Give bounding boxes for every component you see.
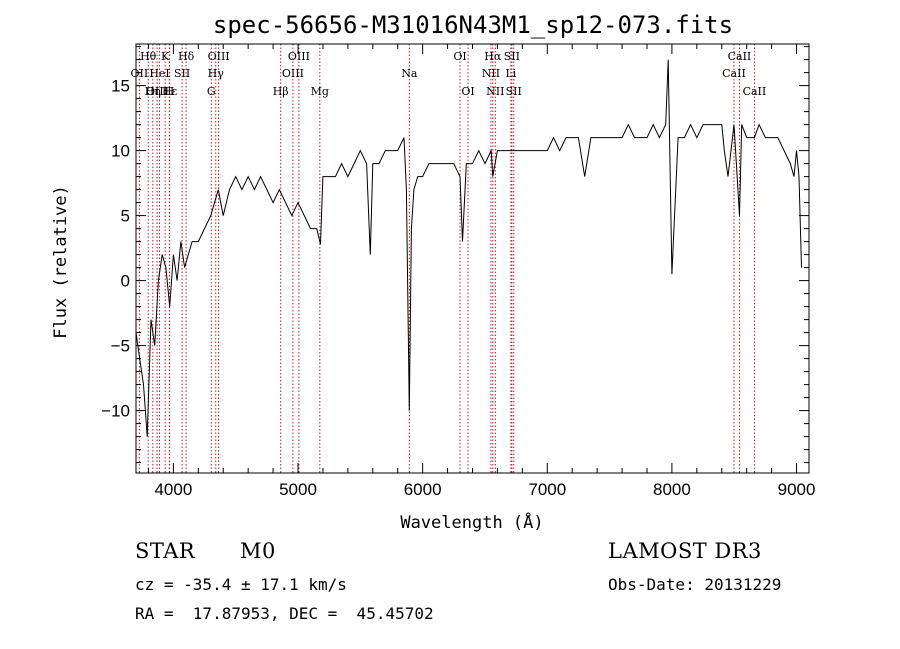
spectral-line-label: OIII (146, 85, 168, 98)
spectral-line-label: Hβ (273, 85, 289, 98)
plot-frame (135, 43, 810, 474)
y-tick-label: 10 (111, 142, 130, 161)
spectral-line-label: H (165, 85, 175, 98)
object-subclass: M0 (240, 539, 276, 563)
spectral-line-label: G (207, 85, 216, 98)
observation-date: Obs-Date: 20131229 (608, 575, 782, 594)
x-tick-label: 8000 (653, 480, 691, 499)
object-class: STAR (135, 539, 196, 563)
spectrum-chart: spec-56656-M31016N43M1_sp12-073.fits Hθ O… (51, 11, 816, 533)
spectral-line-label: CaII (743, 85, 767, 98)
y-tick-label: 5 (121, 207, 130, 226)
x-tick-label: 6000 (404, 480, 442, 499)
spectral-line-label: Hγ (208, 67, 225, 80)
spectral-line-label: Hα (484, 50, 502, 63)
spectral-line-label: Li (505, 67, 516, 80)
spectral-line-markers (138, 44, 755, 473)
spectral-line-label: CaII (728, 50, 752, 63)
spectral-line-label: NII (486, 85, 504, 98)
spectral-line-label: NII (482, 67, 500, 80)
spectral-line-label: Hη (145, 85, 161, 98)
chart-title: spec-56656-M31016N43M1_sp12-073.fits (213, 11, 733, 39)
spectral-line-label: OII (131, 67, 149, 80)
spectral-line-label: OI (453, 50, 466, 63)
spectral-line-label: SII (174, 67, 190, 80)
spectral-line-label: Mg (311, 85, 329, 98)
x-tick-label: 7000 (528, 480, 566, 499)
redshift-cz: cz = -35.4 ± 17.1 km/s (135, 575, 347, 594)
spectral-line-label: Na (401, 67, 418, 80)
spectral-line-labels: Hθ OII OIII K HεH Hη HeI SII Hδ OIII Hγ G Hβ OIII OIII… (131, 50, 767, 98)
x-axis-label: Wavelength (Å) (400, 511, 543, 533)
spectral-line-label: Hθ (140, 50, 157, 63)
spectral-line-label: HeI (149, 67, 169, 80)
spectral-line-label: K (161, 50, 170, 63)
y-tick-label: −10 (101, 402, 130, 421)
spectral-line-label: OIII (288, 50, 310, 63)
spectral-line-label: CaII (722, 67, 746, 80)
x-tick-label: 5000 (279, 480, 317, 499)
flux-series-line (135, 59, 802, 437)
y-tick-label: 0 (121, 272, 130, 291)
y-tick-label: −5 (111, 337, 130, 356)
y-tick-label: 15 (111, 77, 130, 96)
y-axis-ticks: −10 −5 0 5 10 15 (101, 46, 809, 464)
x-tick-label: 9000 (778, 480, 816, 499)
y-axis-label: Flux (relative) (51, 185, 71, 339)
spectral-line-label: Hε (162, 85, 178, 98)
survey-name: LAMOST DR3 (608, 539, 762, 563)
spectral-line-label: SII (506, 85, 522, 98)
spectral-line-label: OI (461, 85, 474, 98)
spectral-line-label: OIII (208, 50, 230, 63)
x-tick-label: 4000 (154, 480, 192, 499)
spectral-line-label: OIII (282, 67, 304, 80)
ra-dec-coordinates: RA = 17.87953, DEC = 45.45702 (135, 604, 434, 623)
spectral-line-label: Hδ (178, 50, 195, 63)
x-axis-ticks: 4000 5000 6000 7000 8000 9000 (147, 44, 816, 499)
spectral-line-label: SII (504, 50, 520, 63)
